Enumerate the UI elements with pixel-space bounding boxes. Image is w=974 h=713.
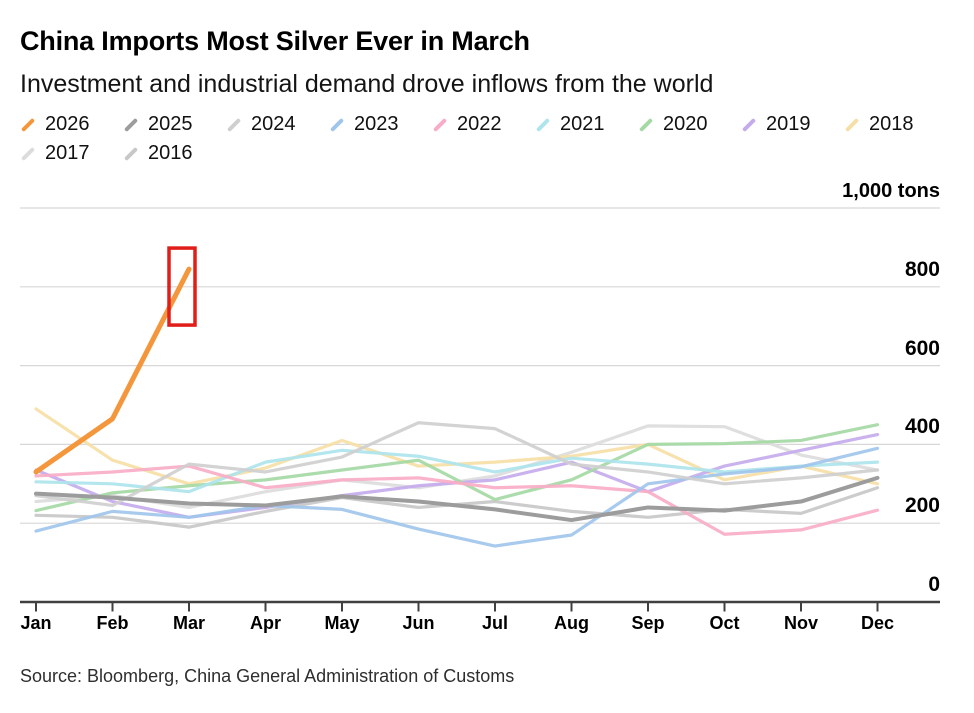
chart-title: China Imports Most Silver Ever in March [20,26,530,56]
legend-label: 2016 [148,142,193,164]
chart-legend: 2026 2025 2024 2023 2022 2021 2020 2019 2018 2017… [20,110,960,168]
legend-item-2024: 2024 [226,110,329,139]
series-line-2019 [34,432,880,519]
legend-slash-icon [638,117,654,132]
y-tick-label-0: 0 [928,573,940,596]
legend-label: 2025 [148,113,193,135]
y-tick-label-600: 600 [904,336,940,360]
legend-item-2021: 2021 [535,110,638,139]
legend-slash-icon [20,117,36,132]
legend-label: 2018 [869,113,914,135]
x-tick-label-May: May [324,613,360,633]
legend-slash-icon [226,117,242,132]
legend-item-2026: 2026 [20,110,123,139]
y-tick-label-400: 400 [904,415,940,439]
legend-item-2018: 2018 [844,110,947,139]
legend-slash-icon [20,146,36,161]
legend-item-2019: 2019 [741,110,844,139]
series-line-2023 [34,446,880,548]
legend-slash-icon [329,117,345,132]
series-line-2026 [33,266,192,475]
legend-slash-icon [741,117,757,132]
x-tick-label-Mar: Mar [172,613,205,633]
series-line-2022 [34,464,880,536]
legend-slash-icon [535,117,551,132]
x-tick-label-Feb: Feb [96,613,129,633]
legend-slash-icon [123,117,139,132]
legend-label: 2026 [45,113,90,135]
series-line-2018 [34,407,880,486]
legend-label: 2024 [251,113,296,135]
legend-slash-icon [432,117,448,132]
x-tick-label-Jun: Jun [402,613,435,633]
y-axis-unit-label: 1,000 tons [842,180,940,202]
x-tick-label-Jul: Jul [481,613,508,633]
legend-label: 2022 [457,113,502,135]
legend-label: 2017 [45,142,90,164]
chart-subtitle: Investment and industrial demand drove i… [20,70,714,98]
legend-item-2017: 2017 [20,139,123,168]
legend-label: 2021 [560,113,605,135]
legend-item-2023: 2023 [329,110,432,139]
record-highlight-box [167,246,197,327]
legend-item-2022: 2022 [432,110,535,139]
series-line-2024 [34,421,880,508]
series-line-2025 [34,475,880,523]
legend-label: 2023 [354,113,399,135]
x-tick-label-Jan: Jan [20,613,52,633]
legend-label: 2019 [766,113,811,135]
y-tick-label-800: 800 [904,257,940,281]
series-line-2021 [34,448,880,494]
x-tick-label-Oct: Oct [709,613,740,633]
x-tick-label-Apr: Apr [250,613,281,633]
series-line-2016 [34,486,880,529]
legend-item-2025: 2025 [123,110,226,139]
source-note: Source: Bloomberg, China General Adminis… [20,666,515,686]
legend-item-2020: 2020 [638,110,741,139]
legend-label: 2020 [663,113,708,135]
series-line-2020 [34,423,880,513]
series-line-2017 [34,424,880,510]
x-tick-label-Dec: Dec [860,613,895,633]
x-tick-label-Aug: Aug [554,613,589,633]
y-tick-label-200: 200 [904,494,940,518]
x-tick-label-Sep: Sep [631,613,665,633]
legend-slash-icon [123,146,139,161]
legend-slash-icon [844,117,860,132]
legend-item-2016: 2016 [123,139,226,168]
x-tick-label-Nov: Nov [783,613,818,633]
